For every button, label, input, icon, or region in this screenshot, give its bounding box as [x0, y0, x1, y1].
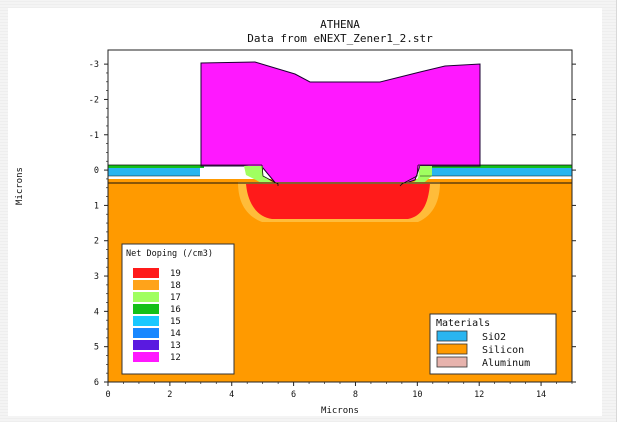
doping-label: 17 — [170, 293, 181, 303]
y-tick-label: -2 — [89, 95, 99, 105]
materials-legend: Materials SiO2 Silicon Aluminum — [429, 313, 557, 375]
plot-subtitle: Data from eNEXT_Zener1_2.str — [247, 32, 433, 45]
doping-swatch — [133, 340, 159, 350]
doping-legend-title: Net Doping (/cm3) — [126, 249, 213, 259]
y-tick-label: 5 — [94, 343, 99, 353]
step-left — [261, 164, 279, 186]
x-tick-label: 2 — [167, 390, 172, 400]
material-label: SiO2 — [482, 332, 506, 343]
doping-label: 14 — [170, 329, 181, 339]
oxide-left-edge — [108, 165, 204, 168]
doping-swatch — [133, 280, 159, 290]
doping-swatch — [133, 304, 159, 314]
doping-swatch — [133, 292, 159, 302]
doping-core — [246, 184, 430, 219]
x-tick-label: 8 — [353, 390, 358, 400]
x-tick-label: 12 — [474, 390, 484, 400]
doping-swatch — [133, 316, 159, 326]
oxide-right-edge — [420, 165, 572, 168]
doping-legend: Net Doping (/cm3) 19 18 17 16 15 14 13 12 — [121, 243, 235, 375]
y-tick-label: 0 — [94, 166, 99, 176]
doping-swatch — [133, 352, 159, 362]
doping-label: 12 — [170, 353, 181, 363]
doping-label: 13 — [170, 341, 181, 351]
material-label: Silicon — [482, 345, 524, 356]
doping-swatch — [133, 268, 159, 278]
doping-label: 19 — [170, 269, 181, 279]
y-tick-label: -1 — [89, 131, 99, 141]
material-swatch — [436, 356, 468, 368]
y-tick-label: -3 — [89, 60, 99, 70]
x-tick-label: 10 — [412, 390, 422, 400]
doping-label: 16 — [170, 305, 181, 315]
x-axis: 0 2 4 6 8 10 12 14 — [105, 382, 573, 400]
material-swatch — [436, 343, 468, 355]
y-tick-label: 1 — [94, 201, 99, 211]
material-label: Aluminum — [482, 358, 530, 369]
x-tick-label: 14 — [536, 390, 546, 400]
x-tick-label: 0 — [105, 390, 110, 400]
y-tick-label: 6 — [94, 378, 99, 388]
y-tick-label: 4 — [94, 307, 99, 317]
doping-label: 18 — [170, 281, 181, 291]
x-axis-label: Microns — [321, 406, 359, 416]
x-tick-label: 6 — [291, 390, 296, 400]
x-tick-label: 4 — [229, 390, 234, 400]
materials-legend-title: Materials — [436, 318, 490, 329]
y-tick-label: 3 — [94, 272, 99, 282]
doping-label: 15 — [170, 317, 181, 327]
material-swatch — [436, 330, 468, 342]
plot-title: ATHENA — [320, 18, 360, 31]
doping-swatch — [133, 328, 159, 338]
step-right — [399, 164, 419, 187]
y-tick-label: 2 — [94, 237, 99, 247]
